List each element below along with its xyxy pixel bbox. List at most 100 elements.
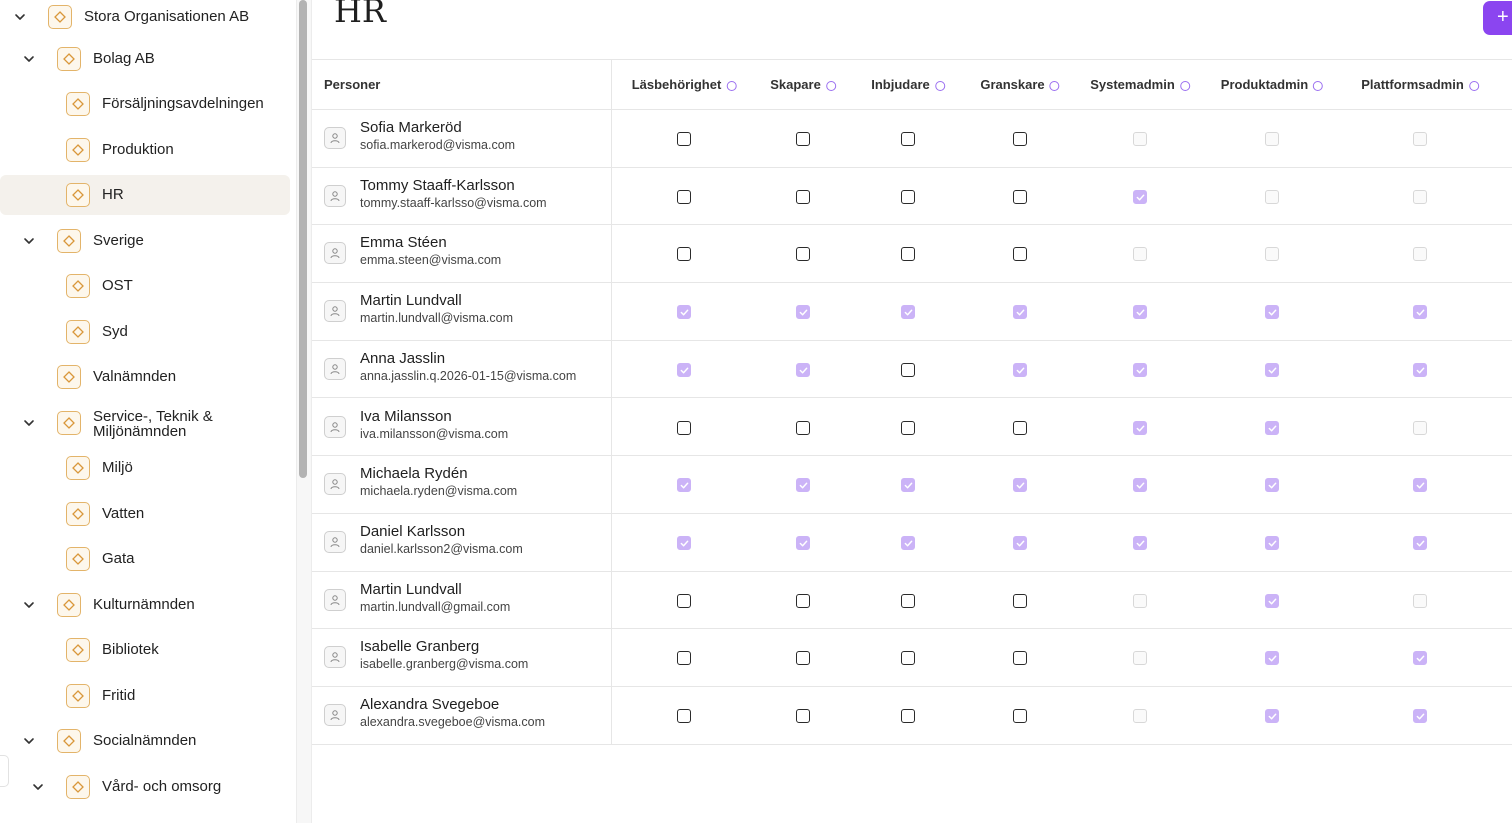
permission-checkbox[interactable] (1413, 651, 1427, 666)
tree-item[interactable]: HR (0, 175, 290, 215)
info-icon[interactable] (1313, 80, 1324, 91)
permission-checkbox[interactable] (1265, 709, 1279, 723)
permission-checkbox[interactable] (1265, 305, 1279, 320)
permission-checkbox[interactable] (796, 478, 810, 493)
info-icon[interactable] (1179, 80, 1190, 91)
info-icon[interactable] (1468, 80, 1479, 91)
permission-checkbox[interactable] (1413, 362, 1427, 377)
permission-checkbox[interactable] (677, 709, 691, 723)
permission-checkbox[interactable] (1013, 593, 1027, 608)
permission-checkbox[interactable] (1013, 709, 1027, 723)
permission-checkbox[interactable] (1413, 478, 1427, 493)
chevron-down-icon[interactable] (22, 52, 36, 66)
permission-checkbox[interactable] (1013, 478, 1027, 493)
sidebar-collapse-handle[interactable] (0, 755, 9, 787)
tree-item[interactable]: Fritid (0, 676, 290, 716)
permission-checkbox[interactable] (796, 362, 810, 377)
permission-checkbox[interactable] (677, 189, 691, 204)
chevron-down-icon[interactable] (22, 734, 36, 748)
permission-checkbox[interactable] (796, 709, 810, 723)
permission-checkbox[interactable] (901, 593, 915, 608)
permission-checkbox[interactable] (1013, 132, 1027, 146)
info-icon[interactable] (726, 80, 737, 91)
tree-item[interactable]: Service-, Teknik & Miljönämnden (0, 403, 290, 443)
permission-checkbox[interactable] (796, 305, 810, 320)
sidebar-scrollbar[interactable] (299, 0, 307, 478)
chevron-down-icon[interactable] (22, 598, 36, 612)
permission-checkbox[interactable] (677, 132, 691, 146)
info-icon[interactable] (825, 80, 836, 91)
permission-checkbox[interactable] (901, 189, 915, 204)
permission-checkbox[interactable] (901, 305, 915, 320)
permission-checkbox[interactable] (796, 132, 810, 146)
permission-checkbox[interactable] (901, 132, 915, 146)
permission-checkbox[interactable] (677, 420, 691, 435)
permission-checkbox[interactable] (1013, 305, 1027, 320)
permission-checkbox[interactable] (1413, 305, 1427, 320)
permission-checkbox[interactable] (796, 593, 810, 608)
tree-item[interactable]: Bolag AB (0, 39, 290, 79)
permission-checkbox[interactable] (677, 593, 691, 608)
permission-checkbox[interactable] (901, 478, 915, 493)
tree-item[interactable]: Syd (0, 312, 290, 352)
tree-item[interactable]: Valnämnden (0, 357, 290, 397)
chevron-down-icon[interactable] (22, 234, 36, 248)
tree-item[interactable]: Kulturnämnden (0, 585, 290, 625)
add-button[interactable]: + (1483, 1, 1512, 35)
permission-checkbox[interactable] (1133, 362, 1147, 377)
permission-checkbox[interactable] (1133, 305, 1147, 320)
tree-item[interactable]: OST (0, 266, 290, 306)
permission-checkbox[interactable] (901, 362, 915, 377)
table-row: Daniel Karlsson daniel.karlsson2@visma.co… (312, 514, 1512, 572)
permission-checkbox[interactable] (1013, 651, 1027, 666)
permission-checkbox[interactable] (796, 247, 810, 262)
tree-item[interactable]: Bibliotek (0, 630, 290, 670)
permission-checkbox[interactable] (1013, 189, 1027, 204)
permission-checkbox[interactable] (1265, 593, 1279, 608)
permission-checkbox[interactable] (1413, 709, 1427, 723)
info-icon[interactable] (934, 80, 945, 91)
tree-item[interactable]: Vatten (0, 494, 290, 534)
tree-item[interactable]: Produktion (0, 130, 290, 170)
permission-checkbox[interactable] (796, 535, 810, 550)
chevron-down-icon[interactable] (22, 416, 36, 430)
permission-checkbox[interactable] (796, 651, 810, 666)
permission-checkbox[interactable] (796, 189, 810, 204)
permission-checkbox[interactable] (901, 535, 915, 550)
permission-checkbox[interactable] (1133, 478, 1147, 493)
tree-item[interactable]: Miljö (0, 448, 290, 488)
permission-checkbox[interactable] (1265, 535, 1279, 550)
permission-checkbox[interactable] (677, 651, 691, 666)
permission-checkbox[interactable] (1265, 362, 1279, 377)
permission-checkbox[interactable] (1133, 189, 1147, 204)
permission-checkbox[interactable] (1013, 362, 1027, 377)
permission-checkbox[interactable] (901, 247, 915, 262)
permission-checkbox[interactable] (1265, 651, 1279, 666)
tree-item[interactable]: Sverige (0, 221, 290, 261)
permission-checkbox[interactable] (1265, 420, 1279, 435)
permission-checkbox[interactable] (901, 709, 915, 723)
permission-checkbox[interactable] (1013, 535, 1027, 550)
tree-item[interactable]: Stora Organisationen AB (0, 0, 290, 37)
tree-item[interactable]: Försäljningsavdelningen (0, 84, 290, 124)
chevron-down-icon[interactable] (31, 780, 45, 794)
permission-checkbox[interactable] (677, 535, 691, 550)
permission-checkbox[interactable] (677, 247, 691, 262)
permission-checkbox[interactable] (796, 420, 810, 435)
tree-item[interactable]: Vård- och omsorg (0, 767, 290, 807)
permission-checkbox[interactable] (677, 478, 691, 493)
permission-checkbox[interactable] (1413, 535, 1427, 550)
info-icon[interactable] (1049, 80, 1060, 91)
permission-checkbox[interactable] (1013, 247, 1027, 262)
permission-checkbox[interactable] (1133, 535, 1147, 550)
permission-checkbox[interactable] (901, 651, 915, 666)
chevron-down-icon[interactable] (13, 10, 27, 24)
permission-checkbox[interactable] (901, 420, 915, 435)
permission-checkbox[interactable] (677, 305, 691, 320)
permission-checkbox[interactable] (1013, 420, 1027, 435)
tree-item[interactable]: Gata (0, 539, 290, 579)
permission-checkbox[interactable] (677, 362, 691, 377)
permission-checkbox[interactable] (1133, 420, 1147, 435)
tree-item[interactable]: Socialnämnden (0, 721, 290, 761)
permission-checkbox[interactable] (1265, 478, 1279, 493)
